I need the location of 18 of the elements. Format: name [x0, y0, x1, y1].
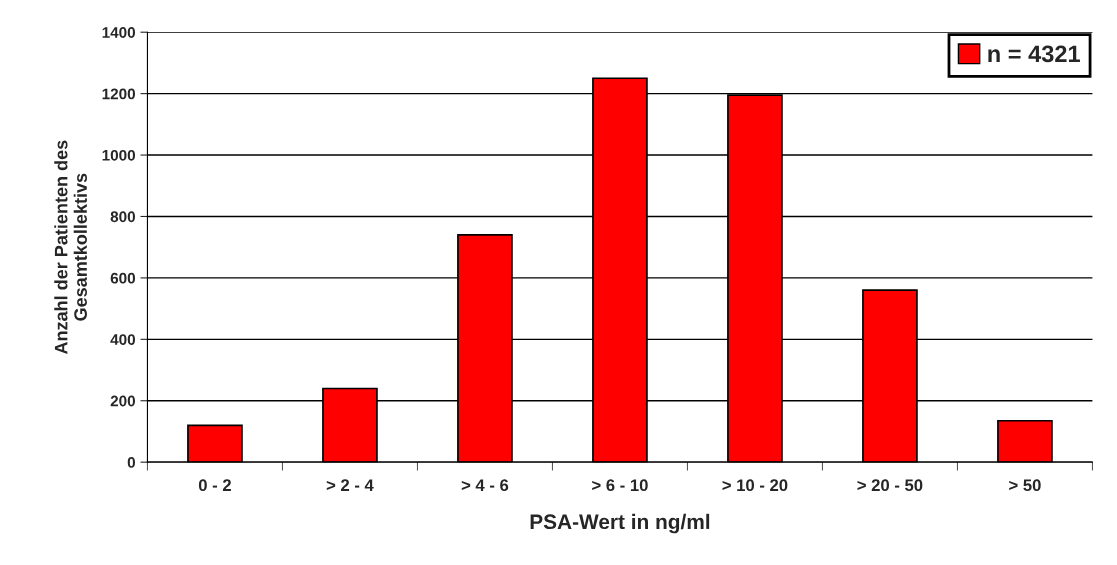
y-tick-label: 600 — [110, 272, 136, 284]
y-tick-label: 800 — [110, 211, 136, 223]
y-tick-label: 1400 — [102, 27, 136, 38]
y-axis-title: Anzahl der Patienten des Gesamtkollektivs — [54, 140, 87, 355]
y-tick-label: 1200 — [102, 88, 136, 100]
x-tick-label: > 50 — [1009, 479, 1041, 492]
x-tick-label: > 10 - 20 — [722, 479, 788, 492]
x-axis-title: PSA-Wert in ng/ml — [530, 513, 710, 534]
x-tick-label: > 2 - 4 — [326, 479, 374, 491]
x-tick-label: > 6 - 10 — [592, 479, 648, 492]
legend-label: n = 4321 — [988, 45, 1080, 63]
x-tick-label: > 4 - 6 — [461, 479, 509, 492]
x-tick-label: 0 - 2 — [198, 479, 231, 492]
y-tick-label: 0 — [127, 457, 136, 468]
y-tick-label: 200 — [110, 395, 136, 407]
x-tick-label: > 20 - 50 — [857, 479, 923, 492]
y-tick-label: 1000 — [102, 149, 136, 161]
y-tick-label: 400 — [110, 334, 136, 346]
